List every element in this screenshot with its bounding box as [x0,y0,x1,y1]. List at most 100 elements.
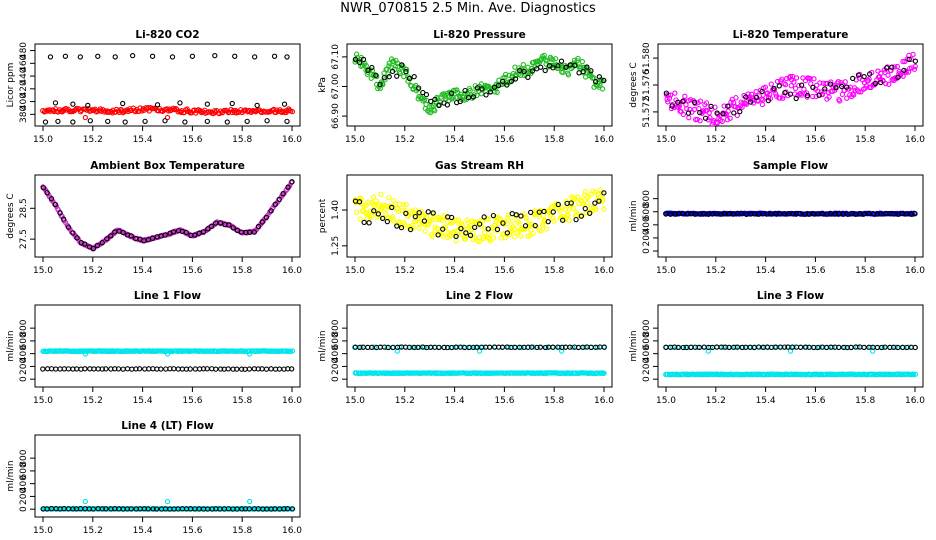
x-tick-label: 15.4 [756,135,776,145]
data-point [911,66,918,72]
data-point [697,109,703,116]
y-tick-label: 67.00 [331,73,341,99]
data-point [164,498,171,505]
data-point [94,242,101,249]
data-point [285,184,291,190]
data-point [597,82,603,88]
series-1 [40,348,296,355]
data-point [582,205,588,212]
series-4 [663,344,918,351]
data-point [511,226,517,232]
data-point [390,217,397,224]
x-tick-label: 15.8 [855,266,875,276]
data-point [593,206,599,212]
data-point [386,74,392,80]
data-point [487,238,494,244]
y-tick-label: 460 [19,54,29,71]
data-point [540,213,547,219]
data-point [804,92,811,99]
y-tick-label: 0 [642,248,652,254]
x-tick-label: 15.0 [33,526,53,536]
data-point [112,54,118,60]
data-point [792,85,799,92]
data-point [719,118,725,124]
data-point [691,106,698,113]
data-point [465,94,472,101]
data-point [573,216,579,223]
data-point [476,221,483,227]
data-point [427,104,433,110]
x-tick-label: 15.4 [445,266,465,276]
data-point [82,241,88,247]
data-point [696,344,703,351]
data-point [708,103,714,110]
data-point [268,366,274,372]
data-point [542,218,548,224]
data-point [836,344,842,351]
x-tick-label: 15.6 [494,266,514,276]
data-point [900,58,906,65]
data-point [154,102,161,108]
data-point [406,75,413,82]
data-point [251,229,257,235]
x-tick-label: 15.0 [33,266,53,276]
x-tick-label: 15.8 [232,396,252,406]
data-point [403,201,409,208]
x-tick-label: 16.0 [594,266,614,276]
data-point [687,97,694,103]
data-point [373,198,379,204]
data-point [422,344,428,351]
data-point [851,92,857,98]
data-point [748,99,754,105]
data-point [246,506,252,512]
data-point [565,72,572,78]
y-tick-label: 66.90 [331,103,341,129]
data-point [234,366,240,372]
data-point [62,53,69,59]
data-point [187,366,193,372]
series-3 [47,53,290,60]
chart-panel-1: Li-820 CO2 Licor ppm 15.0 15.2 15.4 15.6 15.8 1… [6,29,302,145]
data-point [272,201,278,207]
data-point [233,110,240,116]
data-point [714,120,721,126]
data-point [572,195,578,201]
data-point [411,344,417,351]
data-point [99,366,105,372]
y-tick-label: 400 [19,93,29,110]
data-point [394,206,401,212]
data-point [77,54,83,60]
y-tick-label: 400 [642,216,652,233]
y-tick-label: 600 [642,203,652,220]
data-point [516,221,523,227]
data-point [544,58,550,64]
data-point [246,366,253,372]
chart-title: Line 4 (LT) Flow [121,420,214,432]
data-point [465,91,471,97]
x-tick-label: 15.8 [855,396,875,406]
data-point [878,344,885,351]
data-point [689,210,695,217]
data-point [885,72,891,78]
data-point [500,220,506,226]
data-point [569,344,576,351]
data-point [882,344,888,350]
x-tick-label: 15.8 [855,135,875,145]
data-point [281,506,287,512]
data-point [861,211,867,217]
data-point [743,101,750,107]
data-point [381,75,387,81]
data-point [776,210,783,217]
data-point [559,344,565,350]
chart-panel-9: Line 3 Flow ml/min 15.0 15.2 15.4 15.6 15.8 16.… [629,290,925,406]
y-tick-label: 400 [19,345,29,362]
data-point [369,64,375,71]
data-point [213,366,219,372]
data-point [682,93,688,99]
x-tick-label: 15.6 [182,266,202,276]
data-point [361,219,367,226]
data-point [120,100,126,107]
data-point [264,118,270,124]
data-point [669,344,675,350]
